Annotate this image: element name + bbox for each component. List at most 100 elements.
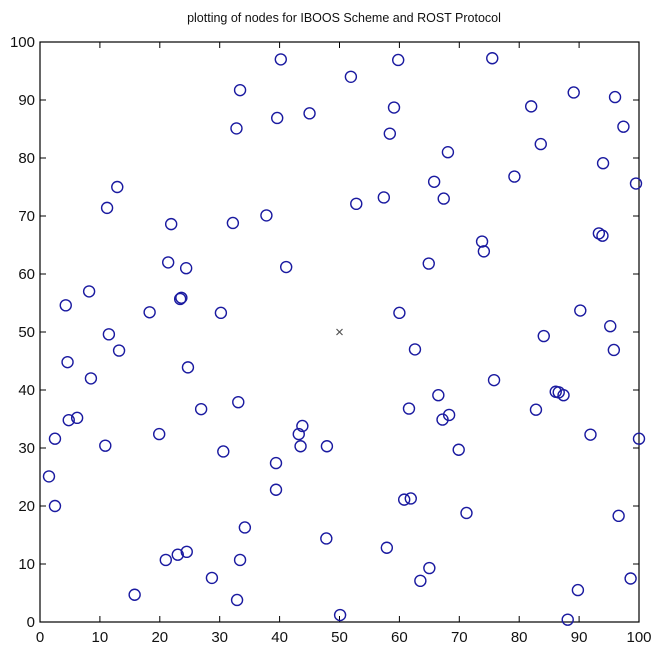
node-point	[607, 343, 621, 357]
node-point	[529, 403, 543, 416]
y-tick-label: 50	[18, 324, 35, 341]
x-tick-label: 10	[92, 629, 109, 646]
node-point	[487, 373, 501, 387]
node-point	[233, 553, 247, 567]
node-point	[230, 593, 244, 607]
node-markers	[42, 52, 646, 626]
node-point	[402, 402, 416, 415]
node-point	[377, 191, 391, 204]
node-point	[171, 548, 184, 561]
node-point	[102, 328, 116, 341]
node-point	[584, 428, 597, 441]
y-tick-label: 90	[18, 92, 35, 109]
node-point	[612, 509, 625, 523]
node-point	[437, 192, 450, 205]
x-tick-label: 90	[571, 629, 588, 646]
node-point	[159, 553, 172, 567]
node-point	[230, 122, 243, 135]
node-point	[392, 53, 405, 67]
x-tick-label: 80	[511, 629, 528, 646]
node-point	[596, 157, 610, 170]
node-point	[100, 201, 114, 215]
node-point	[427, 175, 441, 188]
node-point	[296, 419, 309, 433]
x-tick-label: 100	[626, 629, 651, 646]
node-point	[557, 389, 570, 402]
node-point	[567, 86, 580, 99]
x-tick-label: 20	[151, 629, 168, 646]
y-tick-label: 80	[18, 150, 35, 167]
node-point	[477, 245, 491, 258]
node-point	[432, 389, 445, 402]
node-point	[534, 137, 547, 151]
node-point	[226, 216, 240, 230]
y-tick-label: 100	[10, 34, 35, 51]
node-point	[153, 427, 166, 441]
node-point	[604, 320, 617, 333]
node-point	[269, 483, 283, 496]
node-point	[173, 292, 187, 306]
node-point	[397, 493, 411, 506]
node-point	[596, 229, 609, 242]
node-point	[48, 499, 62, 513]
y-tick-label: 0	[27, 614, 35, 631]
node-point	[592, 227, 606, 240]
node-point	[292, 427, 305, 441]
node-point	[128, 588, 141, 601]
node-point	[143, 306, 156, 319]
x-tick-label: 40	[271, 629, 288, 646]
node-point	[460, 506, 473, 520]
node-point	[442, 408, 456, 422]
node-point	[232, 395, 245, 409]
x-tick-label: 60	[391, 629, 408, 646]
y-tick-label: 60	[18, 266, 35, 283]
node-point	[303, 107, 316, 120]
y-axis: 0 10 20 30 40 50 60 70 80 90 100	[10, 34, 639, 631]
node-point	[333, 608, 347, 622]
y-tick-label: 20	[18, 498, 35, 515]
node-point	[233, 83, 247, 97]
node-point	[486, 52, 499, 65]
x-tick-label: 50	[331, 629, 348, 646]
node-point	[217, 445, 230, 458]
node-point	[260, 209, 273, 222]
node-point	[423, 561, 436, 575]
node-point	[112, 344, 126, 357]
node-point	[238, 521, 252, 534]
node-point	[84, 372, 98, 385]
node-point	[62, 413, 75, 427]
node-point	[70, 411, 84, 425]
sink-x-stroke	[336, 328, 343, 336]
node-point	[164, 217, 178, 231]
node-point	[194, 402, 208, 416]
node-point	[279, 260, 293, 274]
node-point	[180, 545, 193, 559]
y-tick-label: 70	[18, 208, 35, 225]
node-point	[175, 291, 188, 304]
node-point	[42, 470, 56, 483]
node-point	[99, 439, 112, 452]
node-point	[608, 90, 622, 104]
x-tick-label: 30	[211, 629, 228, 646]
node-point	[571, 583, 585, 597]
node-point	[629, 177, 643, 190]
node-point	[524, 100, 538, 113]
node-point	[414, 574, 427, 588]
x-tick-label: 0	[36, 629, 44, 646]
node-point	[320, 532, 333, 545]
node-point	[294, 440, 307, 453]
node-point	[393, 306, 406, 320]
node-point	[61, 355, 74, 369]
sink-marker-group	[336, 328, 343, 336]
node-point	[441, 145, 455, 159]
node-point	[161, 256, 175, 269]
node-point	[320, 440, 334, 453]
node-point	[181, 361, 195, 374]
node-point	[452, 443, 465, 456]
node-point	[422, 257, 435, 270]
node-point	[436, 413, 449, 426]
node-point	[561, 613, 574, 626]
y-tick-label: 40	[18, 382, 35, 399]
node-point	[350, 197, 363, 211]
node-point	[214, 306, 228, 320]
